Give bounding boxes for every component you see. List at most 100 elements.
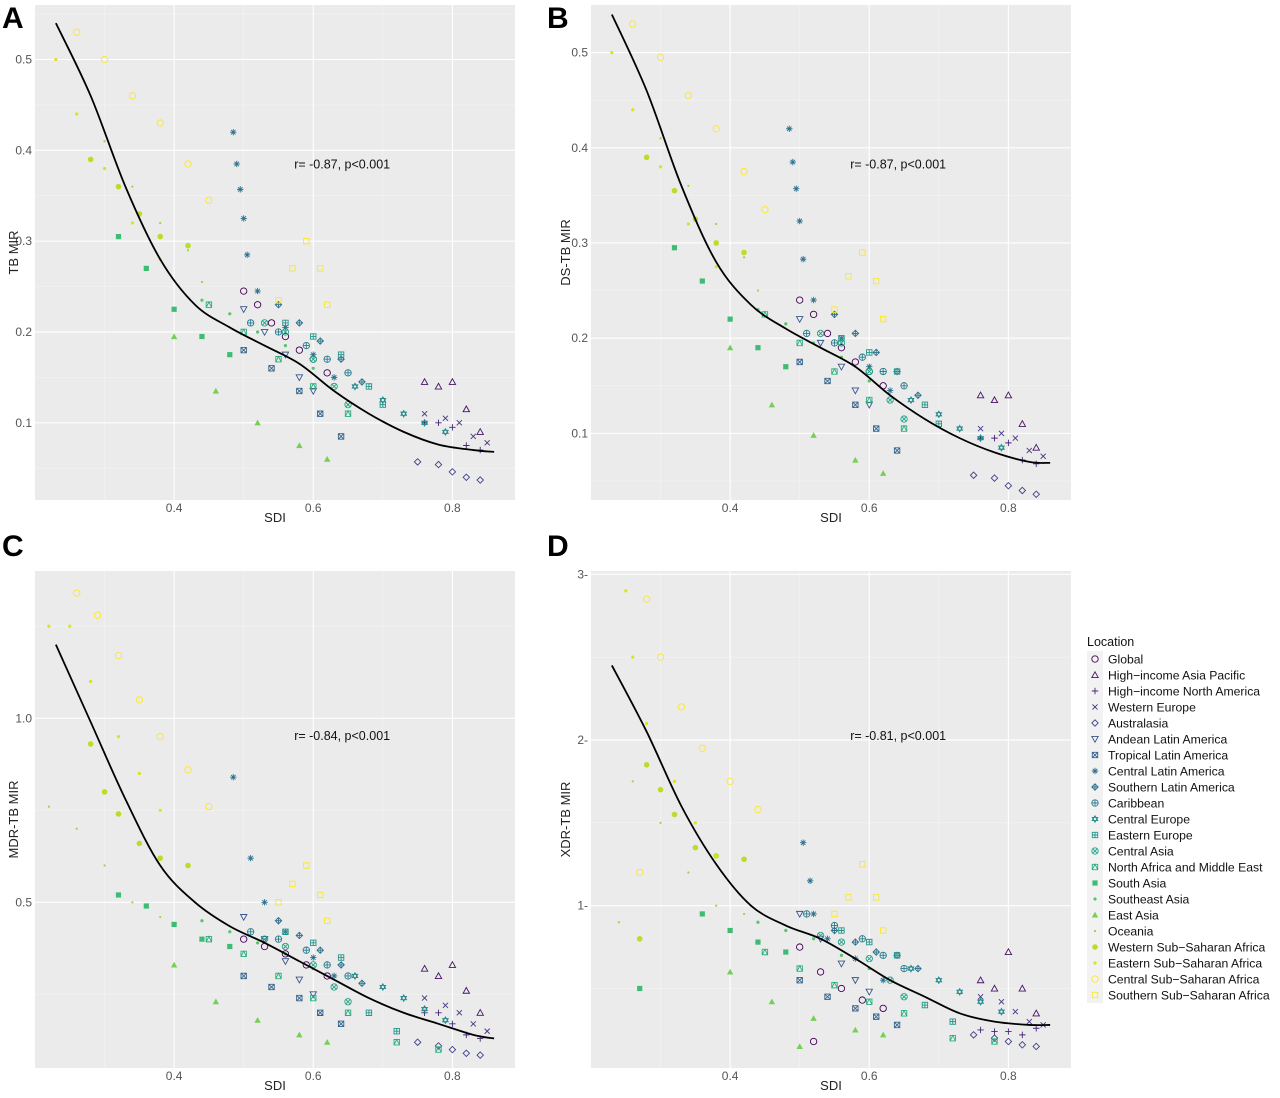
- series: [47, 624, 162, 812]
- data-point: [914, 964, 922, 973]
- legend-label: East Asia: [1108, 909, 1159, 923]
- data-point: [323, 961, 331, 969]
- correlation-annotation: r= -0.87, p<0.001: [294, 157, 390, 171]
- data-point: [358, 979, 366, 988]
- data-point: [237, 186, 244, 193]
- legend-item: High−income Asia Pacific: [1087, 667, 1245, 683]
- data-point: [243, 251, 251, 258]
- series: [796, 358, 901, 454]
- series: [907, 964, 1006, 1016]
- data-point: [1018, 486, 1027, 495]
- legend-key-symbol: [1093, 961, 1097, 965]
- x-tick-label: 0.8: [1000, 501, 1017, 515]
- data-point: [872, 948, 881, 956]
- data-point: [434, 971, 443, 979]
- data-point: [131, 901, 134, 904]
- data-point: [796, 964, 803, 972]
- data-point: [435, 1045, 442, 1053]
- data-point: [624, 589, 628, 593]
- data-point: [260, 936, 269, 944]
- data-point: [159, 915, 162, 919]
- data-point: [462, 473, 471, 482]
- data-point: [1012, 435, 1019, 442]
- data-point: [296, 387, 303, 395]
- y-tick-label: 0.4: [571, 141, 588, 155]
- data-point: [317, 891, 324, 899]
- data-point: [323, 1039, 331, 1045]
- data-point: [795, 316, 804, 324]
- data-point: [135, 696, 143, 704]
- data-point: [330, 382, 338, 391]
- data-point: [715, 222, 718, 226]
- series: [240, 972, 345, 1027]
- data-point: [228, 312, 232, 316]
- data-point: [365, 1009, 373, 1016]
- data-point: [240, 346, 247, 354]
- legend-key-symbol: [1091, 814, 1099, 824]
- data-point: [893, 952, 901, 959]
- series: [761, 948, 998, 1045]
- data-point: [268, 983, 275, 991]
- series: [643, 154, 747, 256]
- data-point: [990, 1034, 999, 1043]
- data-point: [295, 976, 304, 984]
- data-point: [171, 306, 177, 312]
- x-tick-label: 0.8: [1000, 1069, 1017, 1083]
- data-point: [1018, 1040, 1027, 1049]
- data-point: [803, 910, 811, 918]
- data-point: [809, 310, 818, 319]
- data-point: [852, 456, 859, 463]
- data-point: [867, 379, 871, 383]
- data-point: [274, 935, 283, 943]
- data-point: [435, 1009, 442, 1016]
- data-point: [852, 1026, 859, 1033]
- data-point: [712, 125, 720, 133]
- data-point: [239, 914, 248, 922]
- data-point: [247, 319, 255, 327]
- x-tick-label: 0.4: [166, 501, 183, 515]
- data-point: [812, 937, 816, 941]
- data-point: [295, 319, 304, 327]
- data-point: [636, 935, 643, 942]
- data-point: [687, 871, 690, 874]
- data-point: [274, 328, 283, 336]
- series: [831, 249, 887, 323]
- x-tick-label: 0.8: [444, 501, 461, 515]
- data-point: [837, 363, 846, 371]
- plot-background: [35, 571, 515, 1068]
- data-point: [281, 332, 290, 341]
- y-tick-label: 0.2: [15, 325, 32, 339]
- data-point: [991, 434, 998, 442]
- legend-item: East Asia: [1087, 907, 1159, 923]
- data-point: [421, 410, 428, 417]
- legend-item: South Asia: [1087, 875, 1166, 891]
- data-point: [256, 941, 260, 945]
- legend-label: Eastern Europe: [1108, 829, 1193, 843]
- data-point: [990, 395, 999, 404]
- data-point: [476, 1008, 485, 1016]
- data-point: [859, 249, 866, 256]
- legend-item: High−income North America: [1087, 683, 1260, 699]
- data-point: [976, 391, 985, 399]
- data-point: [852, 401, 859, 408]
- series: [247, 928, 352, 980]
- data-point: [796, 358, 803, 366]
- data-point: [185, 242, 191, 249]
- data-point: [275, 297, 282, 304]
- data-point: [420, 418, 429, 427]
- data-point: [323, 972, 331, 980]
- data-point: [205, 196, 213, 204]
- data-point: [337, 961, 345, 969]
- data-point: [212, 998, 220, 1005]
- data-point: [344, 409, 352, 417]
- data-point: [205, 300, 213, 308]
- data-point: [379, 401, 386, 408]
- data-point: [1018, 984, 1027, 992]
- data-point: [448, 960, 457, 968]
- fit-curve: [611, 665, 1051, 1027]
- series: [87, 741, 191, 869]
- data-point: [657, 786, 664, 793]
- y-tick-label: 3-: [577, 567, 588, 581]
- legend-label: Eastern Sub−Saharan Africa: [1108, 957, 1262, 971]
- data-point: [671, 811, 678, 818]
